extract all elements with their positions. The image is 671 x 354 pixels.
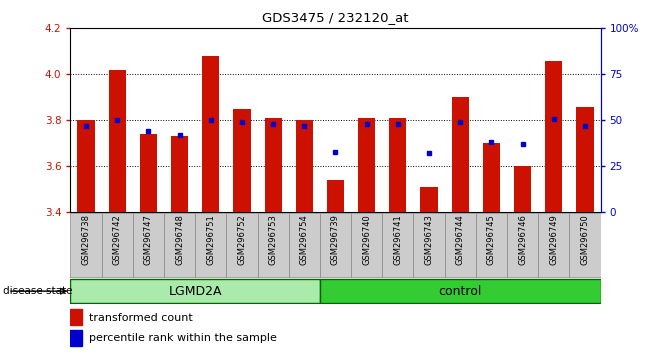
Bar [421,187,437,212]
Bar [514,166,531,212]
Text: GSM296742: GSM296742 [113,215,121,265]
FancyBboxPatch shape [70,213,101,277]
Bar [77,120,95,212]
FancyBboxPatch shape [70,279,320,303]
Text: GSM296739: GSM296739 [331,215,340,265]
FancyBboxPatch shape [445,213,476,277]
FancyBboxPatch shape [570,213,601,277]
Text: GSM296753: GSM296753 [268,215,278,265]
FancyBboxPatch shape [382,213,413,277]
FancyBboxPatch shape [476,213,507,277]
Text: GSM296750: GSM296750 [580,215,589,265]
Bar [264,118,282,212]
FancyBboxPatch shape [351,213,382,277]
Text: GSM296743: GSM296743 [425,215,433,265]
Text: GSM296741: GSM296741 [393,215,403,265]
Bar [70,309,82,325]
Text: GSM296747: GSM296747 [144,215,153,265]
Text: GSM296738: GSM296738 [82,215,91,266]
Text: control: control [439,285,482,298]
Text: GSM296749: GSM296749 [550,215,558,265]
Text: transformed count: transformed count [89,313,193,322]
Bar [389,118,407,212]
Bar [202,56,219,212]
Text: LGMD2A: LGMD2A [168,285,222,298]
Bar [234,109,250,212]
FancyBboxPatch shape [133,213,164,277]
Bar [296,120,313,212]
Title: GDS3475 / 232120_at: GDS3475 / 232120_at [262,11,409,24]
FancyBboxPatch shape [101,213,133,277]
FancyBboxPatch shape [258,213,289,277]
Text: GSM296748: GSM296748 [175,215,184,265]
Bar [70,330,82,346]
Bar [327,180,344,212]
FancyBboxPatch shape [538,213,570,277]
Text: percentile rank within the sample: percentile rank within the sample [89,333,277,343]
Bar [576,107,594,212]
Text: GSM296744: GSM296744 [456,215,465,265]
Text: disease state: disease state [3,286,73,296]
FancyBboxPatch shape [507,213,538,277]
FancyBboxPatch shape [320,213,351,277]
Bar [358,118,375,212]
Bar [109,70,125,212]
FancyBboxPatch shape [320,279,601,303]
Bar [140,134,157,212]
FancyBboxPatch shape [413,213,445,277]
FancyBboxPatch shape [226,213,258,277]
Text: GSM296751: GSM296751 [206,215,215,265]
Bar [546,61,562,212]
FancyBboxPatch shape [164,213,195,277]
Bar [452,97,469,212]
Text: GSM296746: GSM296746 [518,215,527,265]
Bar [483,143,500,212]
Text: GSM296740: GSM296740 [362,215,371,265]
Text: GSM296752: GSM296752 [238,215,246,265]
Text: GSM296745: GSM296745 [487,215,496,265]
Text: GSM296754: GSM296754 [300,215,309,265]
Bar [171,137,188,212]
FancyBboxPatch shape [195,213,226,277]
FancyBboxPatch shape [289,213,320,277]
